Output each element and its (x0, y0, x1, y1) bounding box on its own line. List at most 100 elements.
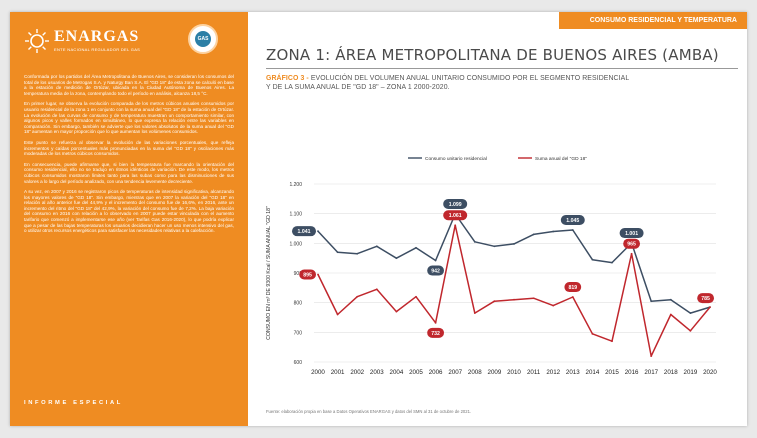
graph-title: GRÁFICO 3 - EVOLUCIÓN DEL VOLUMEN ANUAL … (266, 74, 736, 92)
data-point (709, 306, 711, 309)
data-point (611, 261, 613, 264)
sidebar-paragraph: En primer lugar, se observa la evolución… (24, 101, 234, 135)
x-tick-label: 2004 (390, 369, 404, 376)
data-point (591, 332, 594, 335)
x-tick-label: 2013 (566, 369, 580, 376)
y-axis-label: CONSUMO EN m³ DE 9300 Kcal / SUMA ANUAL … (266, 206, 272, 340)
data-point (650, 300, 653, 303)
legend-label: Suma anual del "GD 18" (535, 156, 587, 162)
data-point (630, 252, 633, 255)
legend-label: Consumo unitario residencial (425, 156, 487, 162)
report-type-label: INFORME ESPECIAL (24, 400, 123, 406)
zone-title: ZONA 1: ÁREA METROPOLITANA DE BUENOS AIR… (266, 46, 719, 64)
x-tick-label: 2017 (644, 369, 658, 376)
data-point (454, 224, 457, 227)
data-point (571, 229, 574, 231)
graph-title-line2: Y DE LA SUMA ANUAL DE "GD 18" – ZONA 1 2… (266, 84, 450, 91)
data-point (395, 310, 398, 313)
data-point (513, 298, 515, 301)
data-label-pill (427, 327, 444, 338)
x-tick-label: 2005 (409, 369, 423, 376)
data-point (611, 340, 613, 343)
data-point (493, 245, 496, 248)
data-point (473, 240, 476, 243)
data-label: 1.099 (449, 202, 462, 208)
x-tick-label: 2010 (507, 369, 521, 376)
y-tick-label: 1.100 (289, 212, 302, 218)
source-note: Fuente: elaboración propia en base a Dat… (266, 409, 472, 414)
y-tick-label: 700 (294, 330, 303, 336)
report-page: ENARGAS ENTE NACIONAL REGULADOR DEL GAS … (10, 12, 747, 426)
sidebar: ENARGAS ENTE NACIONAL REGULADOR DEL GAS … (10, 12, 248, 426)
data-label: 1.041 (298, 229, 311, 235)
data-point (669, 298, 672, 301)
data-point (375, 288, 378, 291)
series-line (317, 224, 711, 357)
x-tick-label: 2007 (448, 369, 462, 376)
data-point (473, 312, 476, 314)
x-tick-label: 2002 (350, 369, 364, 376)
data-point (415, 295, 417, 298)
title-divider (266, 68, 738, 69)
sidebar-paragraph: A su vez, en 2007 y 2016 se registraron … (24, 189, 234, 234)
y-tick-label: 800 (294, 301, 303, 307)
data-label: 732 (431, 331, 440, 337)
data-point (356, 252, 359, 255)
x-tick-label: 2015 (605, 369, 619, 376)
sidebar-paragraph: En consecuencia, puede afirmarse que, si… (24, 161, 234, 184)
data-point (317, 273, 319, 276)
x-tick-label: 2003 (370, 369, 384, 376)
data-point (434, 321, 437, 324)
data-label-pill (564, 282, 582, 293)
data-point (317, 230, 319, 233)
x-tick-label: 2001 (331, 369, 345, 376)
x-tick-label: 2019 (684, 369, 698, 376)
data-point (356, 295, 359, 298)
data-label-pill (292, 226, 316, 237)
graph-title-line1: EVOLUCIÓN DEL VOLUMEN ANUAL UNITARIO CON… (308, 75, 630, 82)
sidebar-paragraph: Este punto se refuerza al observar la ev… (24, 139, 234, 157)
data-point (434, 259, 437, 262)
y-tick-label: 900 (294, 271, 303, 277)
gas-seal-icon: GAS (188, 24, 218, 54)
y-tick-label: 1.200 (289, 182, 302, 188)
y-tick-label: 1.000 (289, 241, 302, 247)
data-label-pill (299, 269, 316, 280)
x-tick-label: 2000 (311, 369, 325, 376)
data-point (571, 296, 574, 298)
graph-label: GRÁFICO 3 - (266, 75, 309, 82)
x-tick-label: 2011 (527, 369, 541, 376)
data-label-pill (427, 265, 444, 276)
data-label: 965 (627, 242, 636, 248)
line-chart: 600 700 800 900 1.000 1.100 1.200 2000 2001 2002 2… (266, 156, 717, 376)
data-label: 819 (568, 285, 577, 291)
data-label: 942 (431, 269, 440, 275)
data-label: 1.061 (449, 213, 462, 219)
data-label-pill (623, 238, 640, 249)
data-label-pill (697, 293, 714, 304)
data-point (552, 230, 555, 233)
x-tick-label: 2016 (625, 369, 639, 376)
x-tick-label: 2008 (468, 369, 482, 376)
x-tick-label: 2012 (546, 369, 560, 376)
data-label: 1.001 (625, 231, 638, 237)
brand-subtitle: ENTE NACIONAL REGULADOR DEL GAS (54, 47, 141, 52)
data-point (650, 355, 653, 357)
data-point (689, 312, 692, 314)
data-point (552, 304, 555, 307)
data-label-pill (443, 210, 468, 221)
data-label-pill (560, 214, 585, 225)
data-point (591, 258, 594, 261)
data-point (336, 313, 339, 316)
sidebar-body: Conformada por los partidos del Área Met… (24, 74, 234, 239)
brand-name: ENARGAS (54, 28, 140, 45)
series-line (317, 213, 711, 314)
x-tick-label: 2020 (703, 369, 717, 376)
data-point (689, 329, 692, 332)
y-tick-label: 600 (294, 360, 303, 366)
section-banner: CONSUMO RESIDENCIAL Y TEMPERATURA (559, 12, 747, 29)
enargas-logo: ENARGAS ENTE NACIONAL REGULADOR DEL GAS (24, 26, 234, 60)
x-tick-label: 2014 (586, 369, 600, 376)
data-point (532, 233, 535, 236)
data-point (669, 313, 672, 316)
